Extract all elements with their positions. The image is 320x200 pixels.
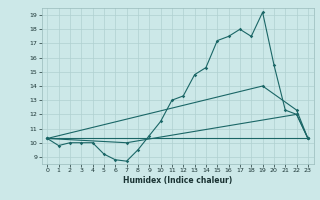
X-axis label: Humidex (Indice chaleur): Humidex (Indice chaleur) (123, 176, 232, 185)
